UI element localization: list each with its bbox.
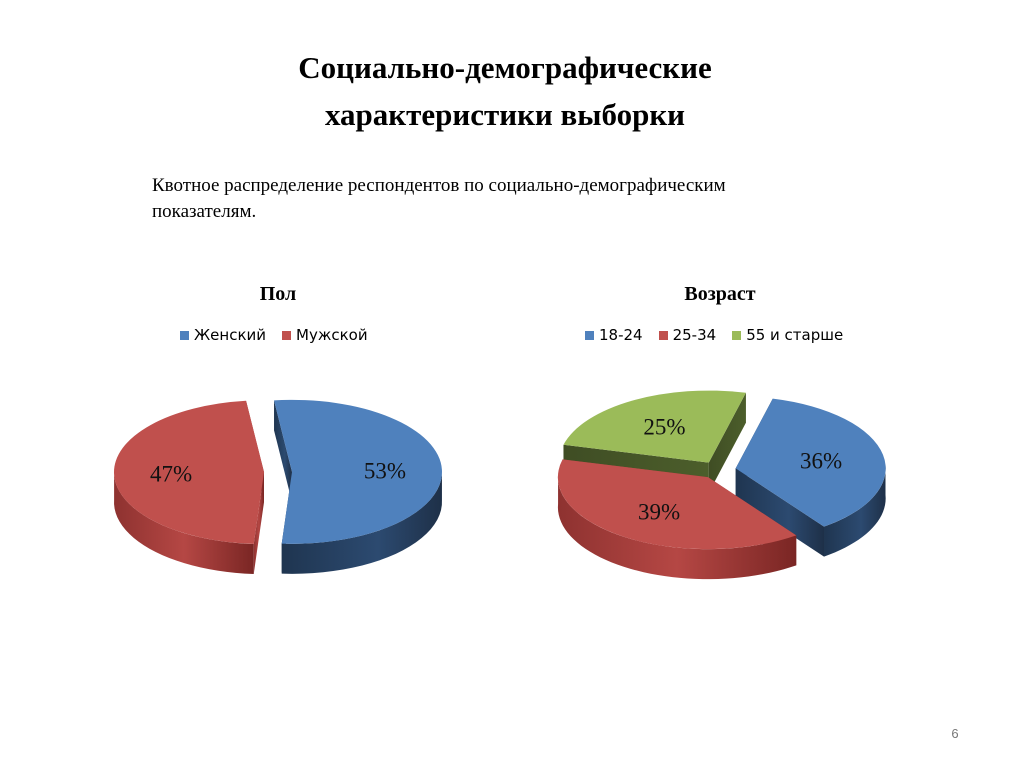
- age-chart-title: Возраст: [684, 283, 756, 305]
- subtitle-line-1: Квотное распределение респондентов по со…: [152, 175, 726, 196]
- age-chart-legend: 18-24 25-34 55 и старше: [585, 326, 843, 344]
- age-data-label-18-24: 36%: [800, 448, 842, 473]
- legend-swatch-female: [180, 330, 189, 340]
- legend-swatch-18-24: [585, 330, 594, 340]
- gender-data-label-мужской: 47%: [150, 461, 192, 486]
- age-slice-55-и-старше-wall-1: [708, 392, 746, 493]
- age-data-label-25-34: 39%: [638, 500, 680, 525]
- slide-title-line-2: характеристики выборки: [324, 97, 686, 132]
- legend-item-female: Женский: [180, 326, 266, 344]
- age-data-label-55-и-старше: 25%: [643, 415, 685, 440]
- legend-swatch-55-plus: [732, 330, 742, 340]
- legend-label-female: Женский: [194, 326, 266, 344]
- gender-slice-мужской: [114, 400, 265, 575]
- age-slice-25-34-side: [557, 473, 797, 580]
- age-slice-18-24: [735, 398, 886, 557]
- gender-data-label-женский: 53%: [364, 459, 406, 484]
- age-slice-25-34-top: [557, 459, 797, 550]
- age-pie: 36% 39% 25%: [557, 390, 886, 580]
- legend-label-25-34: 25-34: [672, 326, 717, 344]
- slide-title-line-1: Социально-демографические: [298, 50, 712, 85]
- age-slice-55-и-старше-top: [563, 390, 746, 463]
- age-slice-18-24-wall-1: [735, 468, 825, 557]
- age-slice-25-34: [557, 459, 797, 580]
- legend-item-25-34: 25-34: [658, 326, 717, 344]
- legend-label-18-24: 18-24: [599, 326, 643, 344]
- slide-subtitle: Квотное распределение респондентов по со…: [152, 173, 892, 225]
- gender-pie: 53% 47%: [114, 399, 442, 575]
- gender-slice-женский: [274, 399, 442, 574]
- gender-slice-женский-side: [281, 469, 442, 574]
- subtitle-line-2: показателям.: [152, 201, 257, 222]
- age-slice-18-24-top: [735, 398, 886, 527]
- legend-label-male: Мужской: [296, 326, 368, 344]
- slide-title: Социально-демографические характеристики…: [0, 44, 1010, 138]
- legend-item-male: Мужской: [282, 326, 368, 344]
- legend-swatch-male: [282, 330, 291, 340]
- legend-item-18-24: 18-24: [585, 326, 643, 344]
- legend-label-55-plus: 55 и старше: [746, 326, 844, 344]
- gender-slice-женский-wall-0: [274, 400, 292, 502]
- gender-slice-мужской-wall-0: [253, 472, 265, 575]
- gender-chart-legend: Женский Мужской: [180, 326, 368, 344]
- gender-slice-женский-top: [274, 399, 442, 544]
- legend-swatch-25-34: [658, 330, 668, 340]
- gender-slice-мужской-top: [114, 400, 265, 545]
- page-number: 6: [951, 726, 959, 741]
- gender-chart-title: Пол: [259, 283, 297, 305]
- age-slice-18-24-side: [824, 464, 886, 557]
- legend-item-55-plus: 55 и старше: [732, 326, 843, 344]
- gender-slice-мужской-side: [114, 469, 254, 575]
